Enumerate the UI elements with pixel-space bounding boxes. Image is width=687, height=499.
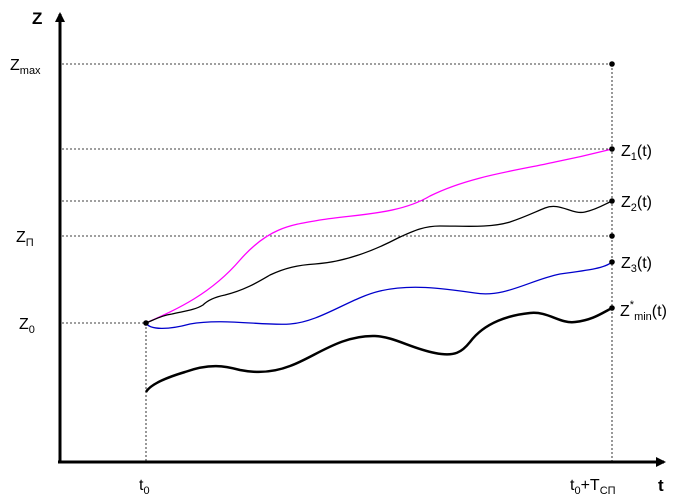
point-z3-end bbox=[609, 259, 615, 265]
label-t0: t0 bbox=[139, 477, 150, 497]
label-zmin: Z*min(t) bbox=[620, 299, 667, 323]
curve-z2 bbox=[145, 200, 613, 324]
y-axis-label: Z bbox=[32, 9, 42, 28]
label-zmax: Zmax bbox=[10, 57, 41, 77]
point-zmin-end bbox=[609, 305, 615, 311]
point-z1-end bbox=[609, 146, 615, 152]
label-tend: t0+TСП bbox=[570, 477, 616, 497]
label-z1: Z1(t) bbox=[621, 143, 652, 163]
label-zp: ZП bbox=[16, 229, 34, 249]
label-z3: Z3(t) bbox=[621, 255, 652, 275]
point-zmax-end bbox=[609, 61, 615, 67]
curve-zmin bbox=[144, 306, 613, 393]
curve-z3 bbox=[145, 261, 613, 330]
point-zp-end bbox=[609, 233, 615, 239]
x-axis-label: t bbox=[658, 476, 664, 495]
label-z2: Z2(t) bbox=[621, 194, 652, 214]
label-z0: Z0 bbox=[19, 316, 35, 336]
point-z2-end bbox=[609, 198, 615, 204]
curve-z1 bbox=[145, 148, 613, 324]
point-start bbox=[143, 320, 149, 326]
